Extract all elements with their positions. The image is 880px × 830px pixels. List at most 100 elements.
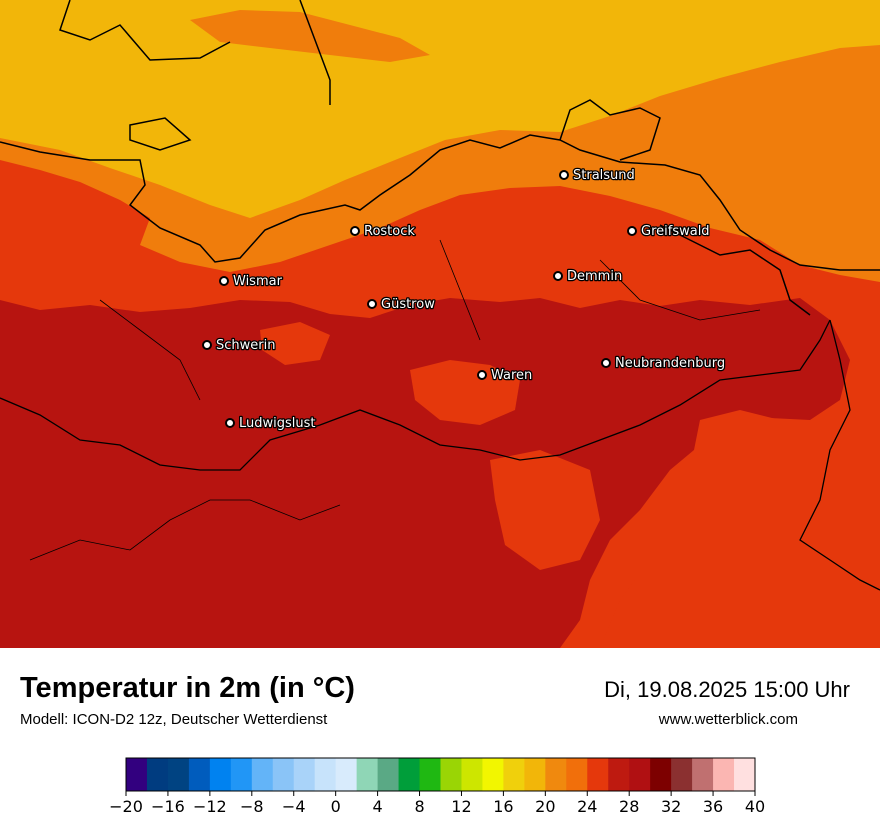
scale-swatch [566, 758, 588, 791]
hot-patch-west [260, 322, 330, 365]
scale-swatch [398, 758, 421, 791]
hottest-area [0, 298, 850, 648]
scale-swatch [671, 758, 693, 791]
scale-tick-label: −12 [193, 797, 227, 816]
scale-tick-label: 40 [745, 797, 765, 816]
state-border-south [0, 319, 831, 471]
scale-tick-label: 36 [703, 797, 723, 816]
temperature-map: Stralsund Rostock Greifswald Wismar Demmin Gü… [0, 0, 880, 648]
city-label: Wismar [233, 274, 283, 289]
scale-swatch [524, 758, 546, 791]
scale-swatch [146, 758, 169, 791]
scale-swatch [209, 758, 232, 791]
city-dot-icon [559, 170, 569, 180]
city-dot-icon [477, 370, 487, 380]
coast-north [299, 0, 331, 105]
scale-swatch [272, 758, 295, 791]
city-dot-icon [553, 271, 563, 281]
island-fehmarn [129, 117, 192, 151]
scale-swatch [608, 758, 630, 791]
scale-swatch [335, 758, 358, 791]
footer: Temperatur in 2m (in °C) Modell: ICON-D2… [0, 648, 880, 830]
scale-swatch [314, 758, 337, 791]
scale-swatch [650, 758, 672, 791]
scale-swatch [692, 758, 714, 791]
scale-tick-label: 20 [535, 797, 555, 816]
county-line-1 [29, 499, 341, 561]
county-line-4 [599, 259, 761, 321]
city-marker-greifswald: Greifswald [627, 223, 711, 240]
city-label: Neubrandenburg [615, 356, 725, 371]
scale-swatch [230, 758, 253, 791]
hot-patch-center [410, 360, 520, 425]
city-dot-icon [350, 226, 360, 236]
scale-swatch [293, 758, 316, 791]
city-markers: Stralsund Rostock Greifswald Wismar Demmin Gü… [202, 167, 726, 432]
scale-tick-label: −16 [151, 797, 185, 816]
city-marker-rostock: Rostock [350, 223, 417, 240]
model-info: Modell: ICON-D2 12z, Deutscher Wetterdie… [20, 711, 328, 728]
borders-and-coastlines [0, 0, 880, 591]
city-marker-ludwigslust: Ludwigslust [225, 415, 317, 432]
city-dot-icon [219, 276, 229, 286]
city-marker-güstrow: Güstrow [367, 296, 436, 313]
city-label: Demmin [567, 269, 622, 284]
scale-swatch [419, 758, 441, 791]
city-label: Greifswald [641, 224, 710, 239]
border-east [799, 319, 880, 591]
coastline-ruegen [559, 99, 661, 161]
city-dot-icon [202, 340, 212, 350]
website-link[interactable]: www.wetterblick.com [658, 711, 798, 728]
county-line-2 [99, 299, 201, 401]
hot-patch-south [490, 450, 600, 570]
city-marker-neubrandenburg: Neubrandenburg [601, 355, 726, 372]
scale-swatch [377, 758, 400, 791]
warm-band-north [190, 10, 430, 62]
scale-swatch [587, 758, 609, 791]
city-label: Waren [491, 368, 532, 383]
city-dot-icon [225, 418, 235, 428]
scale-frame [125, 757, 756, 792]
scale-tick-label: 32 [661, 797, 681, 816]
city-marker-demmin: Demmin [553, 268, 623, 285]
city-dot-icon [627, 226, 637, 236]
city-label: Rostock [364, 224, 415, 239]
scale-tick-label: 24 [577, 797, 597, 816]
city-label: Stralsund [573, 168, 635, 183]
city-marker-wismar: Wismar [219, 273, 284, 290]
scale-swatch [545, 758, 567, 791]
color-scale-legend: −20 −16 −12 −8 −4 0 4 8 12 16 20 24 28 32 36 40 [109, 757, 765, 816]
scale-swatch [126, 758, 148, 791]
coastline-west [0, 134, 880, 271]
city-dot-icon [601, 358, 611, 368]
scale-tick-label: −20 [109, 797, 143, 816]
scale-swatch [503, 758, 525, 791]
county-line-3 [439, 239, 481, 341]
city-marker-waren: Waren [477, 367, 534, 384]
scale-tick-label: 16 [493, 797, 513, 816]
scale-swatch [461, 758, 483, 791]
scale-tick-label: 8 [414, 797, 424, 816]
city-marker-stralsund: Stralsund [559, 167, 636, 184]
scale-tick-label: −4 [282, 797, 306, 816]
hot-patch-east [600, 410, 880, 648]
scale-swatch [188, 758, 211, 791]
scale-tick-label: 4 [373, 797, 383, 816]
scale-tick-label: −8 [240, 797, 264, 816]
scale-tick-label: 12 [451, 797, 471, 816]
scale-swatch [440, 758, 462, 791]
city-dot-icon [367, 299, 377, 309]
scale-swatch [356, 758, 379, 791]
coastline-usedom [659, 224, 811, 316]
scale-swatch [167, 758, 190, 791]
city-marker-schwerin: Schwerin [202, 337, 277, 354]
scale-swatch [734, 758, 756, 791]
coast-north-2 [59, 0, 231, 61]
scale-tick-label: 28 [619, 797, 639, 816]
scale-tick-label: 0 [331, 797, 341, 816]
scale-swatch [629, 758, 651, 791]
scale-swatch [713, 758, 735, 791]
city-label: Schwerin [216, 338, 275, 353]
scale-swatch [251, 758, 274, 791]
map-title: Temperatur in 2m (in °C) [20, 672, 355, 704]
